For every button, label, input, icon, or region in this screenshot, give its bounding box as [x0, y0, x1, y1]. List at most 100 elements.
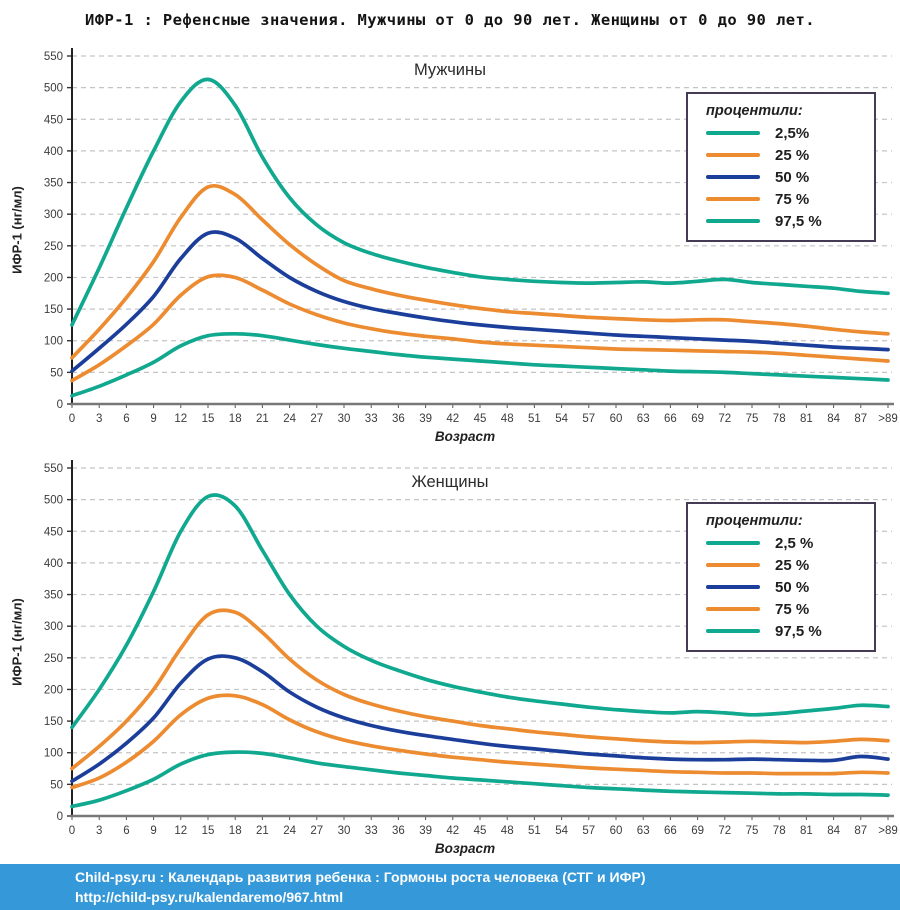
x-tick-label: 39 — [419, 825, 432, 837]
page-title: ИФР-1 : Рефенсные значения. Мужчины от 0… — [85, 11, 815, 29]
x-tick-label: 51 — [528, 413, 541, 425]
y-tick-label: 550 — [44, 51, 63, 63]
legend-line-teal-icon — [706, 219, 760, 223]
x-tick-label: 60 — [610, 825, 623, 837]
legend-item: 25 % — [702, 554, 866, 576]
x-tick-label: 75 — [746, 825, 759, 837]
x-tick-label: 0 — [69, 825, 75, 837]
legend-item-label: 25 % — [775, 146, 810, 164]
x-tick-label: 78 — [773, 825, 786, 837]
legend-line-teal-icon — [706, 541, 760, 545]
x-tick-label: 6 — [123, 413, 129, 425]
y-tick-label: 250 — [44, 241, 63, 253]
legend-title: процентили: — [706, 513, 803, 529]
y-tick-label: 550 — [44, 463, 63, 475]
x-tick-label: 27 — [310, 413, 323, 425]
legend-men: процентили: 2,5% 25 % 50 % 75 % 97,5 % — [686, 92, 876, 242]
x-tick-label: 87 — [854, 413, 867, 425]
legend-line-orange-icon — [706, 607, 760, 611]
legend-item: 50 % — [702, 576, 866, 598]
x-tick-label: 48 — [501, 413, 514, 425]
y-axis-label: ИФР-1 (нг/мл) — [9, 598, 25, 686]
y-tick-label: 450 — [44, 526, 63, 538]
x-tick-label: 21 — [256, 825, 269, 837]
x-tick-label: 57 — [582, 825, 595, 837]
x-tick-label: 63 — [637, 413, 650, 425]
x-tick-label: 12 — [174, 825, 187, 837]
y-axis-ticks: 0 50 100 150 200 250 300 350 400 450 500 550 — [44, 463, 72, 823]
x-tick-label: 54 — [555, 825, 568, 837]
legend-item-label: 2,5% — [775, 124, 810, 142]
footer-url-link[interactable]: http://child-psy.ru/kalendaremo/967.html — [75, 888, 344, 905]
percentile-curve-75 — [70, 608, 890, 771]
men-chart-title: Мужчины — [0, 61, 900, 80]
x-tick-label: 57 — [582, 413, 595, 425]
legend-line-orange-icon — [706, 197, 760, 201]
y-tick-label: 400 — [44, 558, 63, 570]
y-tick-label: 350 — [44, 178, 63, 190]
percentile-curve-97,5 — [70, 493, 890, 730]
legend-item-label: 75 % — [775, 190, 810, 208]
percentile-curve-97,5 — [70, 77, 890, 327]
women-chart-title: Женщины — [0, 473, 900, 492]
x-tick-label: 12 — [174, 413, 187, 425]
legend-item: 97,5 % — [702, 210, 866, 232]
x-axis-ticks: 0 3 6 9 12 15 18 21 24 27 30 33 36 39 42 45 48 51 54 57 60 63… — [69, 404, 898, 425]
legend-item: 25 % — [702, 144, 866, 166]
x-tick-label: 24 — [283, 413, 296, 425]
legend-item-label: 25 % — [775, 556, 810, 574]
series-curves — [70, 493, 890, 809]
x-tick-label: 21 — [256, 413, 269, 425]
percentile-curve-2,5 — [70, 750, 890, 809]
y-tick-label: 200 — [44, 272, 63, 284]
x-tick-label: 69 — [691, 413, 704, 425]
x-tick-label: 33 — [365, 825, 378, 837]
legend-item: 2,5 % — [702, 532, 866, 554]
x-tick-label: 87 — [854, 825, 867, 837]
footer-site-title: Child-psy.ru : Календарь развития ребенк… — [75, 869, 646, 885]
x-tick-label: 72 — [718, 413, 731, 425]
percentile-curve-25 — [70, 273, 890, 383]
legend-line-teal-icon — [706, 629, 760, 633]
x-tick-label: 42 — [446, 413, 459, 425]
x-tick-label: 60 — [610, 413, 623, 425]
percentile-curve-50 — [70, 230, 890, 373]
y-tick-label: 0 — [57, 811, 63, 823]
percentile-curve-50 — [70, 654, 890, 784]
percentile-curve-2,5 — [70, 331, 890, 398]
men-chart-section: 0 50 100 150 200 250 300 350 400 450 500 550 0 3 6 9 12 1… — [0, 40, 900, 452]
y-axis-label: ИФР-1 (нг/мл) — [9, 186, 25, 274]
y-tick-label: 400 — [44, 146, 63, 158]
legend-item-label: 97,5 % — [775, 212, 822, 230]
y-tick-label: 0 — [57, 399, 63, 411]
legend-women: процентили: 2,5 % 25 % 50 % 75 % 97,5 % — [686, 502, 876, 652]
x-tick-label: >89 — [878, 825, 898, 837]
x-tick-label: 63 — [637, 825, 650, 837]
y-tick-label: 500 — [44, 83, 63, 95]
series-curves — [70, 77, 890, 398]
x-tick-label: 84 — [827, 413, 840, 425]
legend-line-blue-icon — [706, 175, 760, 179]
x-tick-label: 33 — [365, 413, 378, 425]
legend-item-label: 97,5 % — [775, 622, 822, 640]
legend-line-orange-icon — [706, 153, 760, 157]
x-tick-label: 66 — [664, 825, 677, 837]
legend-line-orange-icon — [706, 563, 760, 567]
legend-item-label: 50 % — [775, 168, 810, 186]
x-tick-label: 15 — [202, 413, 215, 425]
x-tick-label: 36 — [392, 413, 405, 425]
legend-line-blue-icon — [706, 585, 760, 589]
x-tick-label: 51 — [528, 825, 541, 837]
x-tick-label: >89 — [878, 413, 898, 425]
percentile-curve-25 — [70, 693, 890, 790]
x-tick-label: 30 — [338, 825, 351, 837]
x-tick-label: 75 — [746, 413, 759, 425]
x-tick-label: 18 — [229, 413, 242, 425]
y-tick-label: 150 — [44, 304, 63, 316]
y-tick-label: 100 — [44, 748, 63, 760]
y-tick-label: 250 — [44, 653, 63, 665]
x-tick-label: 84 — [827, 825, 840, 837]
x-tick-label: 18 — [229, 825, 242, 837]
legend-item: 75 % — [702, 598, 866, 620]
women-chart-section: 0 50 100 150 200 250 300 350 400 450 500 550 0 3 6 9 12 1… — [0, 452, 900, 864]
